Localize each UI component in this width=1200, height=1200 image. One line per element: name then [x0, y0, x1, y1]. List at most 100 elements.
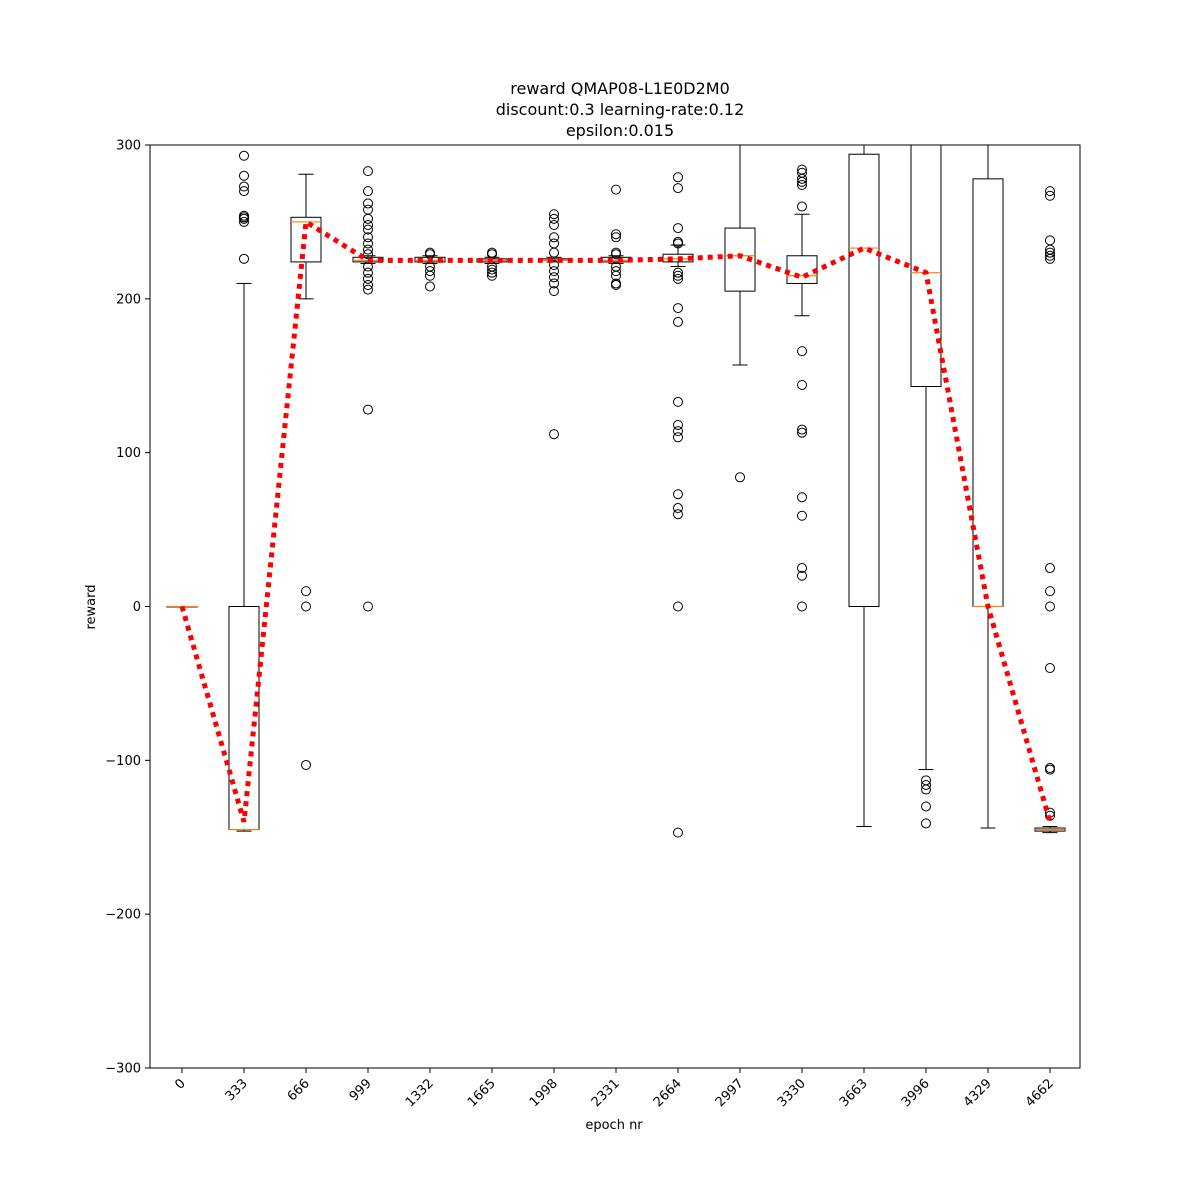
x-tick-label: 4662	[1023, 1076, 1057, 1110]
title-line-1: reward QMAP08-L1E0D2M0	[510, 79, 730, 98]
title-line-3: epsilon:0.015	[566, 121, 674, 140]
box-body	[600, 256, 632, 263]
outlier-point	[673, 489, 683, 500]
outlier-point	[673, 183, 683, 194]
outlier-point	[1045, 601, 1055, 612]
outlier-point	[921, 779, 931, 790]
x-tick-label: 666	[285, 1076, 313, 1104]
outlier-point	[611, 279, 621, 290]
box-series	[166, 144, 1066, 838]
outlier-point	[239, 216, 249, 227]
box-body	[724, 227, 756, 292]
outlier-point	[797, 492, 807, 503]
y-tick-label: 200	[116, 292, 141, 307]
box-body	[290, 216, 322, 263]
outlier-point	[673, 601, 683, 612]
outlier-point	[487, 267, 497, 278]
outlier-point	[1045, 190, 1055, 201]
box-999	[352, 166, 384, 612]
y-tick-label: 0	[133, 600, 141, 615]
outlier-point	[1045, 563, 1055, 574]
outlier-point	[921, 784, 931, 795]
outlier-point	[921, 801, 931, 812]
outlier-point	[239, 170, 249, 181]
outlier-point	[673, 238, 683, 249]
outlier-point	[549, 272, 559, 283]
outlier-point	[363, 198, 373, 209]
outlier-point	[363, 601, 373, 612]
chart-title: reward QMAP08-L1E0D2M0 discount:0.3 lear…	[496, 79, 745, 140]
y-tick-label: −100	[105, 754, 141, 769]
outlier-point	[425, 266, 435, 277]
x-tick-label: 0	[172, 1076, 188, 1092]
outlier-point	[363, 204, 373, 215]
box-666	[290, 173, 322, 770]
outlier-point	[549, 259, 559, 270]
outlier-point	[673, 223, 683, 234]
outlier-point	[301, 601, 311, 612]
outlier-point	[301, 586, 311, 597]
box-1998	[538, 209, 570, 440]
outlier-point	[239, 210, 249, 221]
box-1665	[476, 247, 508, 281]
y-tick-label: 100	[116, 446, 141, 461]
x-axis-label: epoch nr	[585, 1118, 643, 1133]
outlier-point	[363, 238, 373, 249]
x-axis: 0 333 666 999 1332 1665 1998 2331 2664 2997 3330 36…	[172, 1068, 1057, 1110]
mean-line	[179, 217, 1053, 823]
outlier-point	[797, 427, 807, 438]
outlier-point	[363, 232, 373, 243]
outlier-point	[239, 253, 249, 264]
outlier-point	[797, 510, 807, 521]
box-4662	[1034, 186, 1066, 834]
outlier-point	[363, 213, 373, 224]
box-body	[848, 153, 880, 607]
outlier-point	[487, 264, 497, 275]
outlier-point	[549, 266, 559, 277]
outlier-point	[549, 286, 559, 297]
outlier-point	[1045, 235, 1055, 246]
outlier-point	[673, 419, 683, 430]
box-body	[662, 253, 694, 263]
x-tick-label: 999	[347, 1076, 375, 1104]
outlier-point	[1045, 247, 1055, 258]
y-axis-label: reward	[84, 584, 99, 629]
outlier-point	[1045, 253, 1055, 264]
outlier-point	[363, 219, 373, 230]
outlier-point	[921, 818, 931, 829]
box-3996	[910, 144, 942, 829]
outlier-point	[797, 424, 807, 435]
outlier-point	[363, 279, 373, 290]
outlier-point	[611, 184, 621, 195]
x-tick-label: 2997	[713, 1076, 747, 1110]
box-body	[972, 178, 1004, 608]
outlier-point	[363, 244, 373, 255]
outlier-point	[611, 249, 621, 260]
outlier-point	[673, 316, 683, 327]
outlier-point	[363, 224, 373, 235]
x-tick-label: 3996	[899, 1076, 933, 1110]
outlier-point	[797, 346, 807, 357]
outlier-point	[673, 172, 683, 183]
outlier-point	[611, 232, 621, 243]
y-tick-label: 300	[116, 139, 141, 154]
outlier-point	[549, 213, 559, 224]
outlier-point	[301, 759, 311, 770]
outlier-point	[363, 166, 373, 177]
outlier-point	[363, 186, 373, 197]
outlier-point	[797, 179, 807, 190]
outlier-point	[1045, 663, 1055, 674]
outlier-point	[673, 270, 683, 281]
outlier-point	[487, 270, 497, 281]
outlier-point	[239, 150, 249, 161]
outlier-point	[673, 509, 683, 520]
box-2331	[600, 184, 632, 290]
outlier-point	[1045, 810, 1055, 821]
box-333	[228, 150, 260, 832]
y-axis: −300 −200 −100 0 100 200 300	[105, 139, 150, 1077]
outlier-point	[549, 429, 559, 440]
outlier-point	[1045, 186, 1055, 197]
outlier-point	[797, 563, 807, 574]
x-tick-label: 333	[223, 1076, 251, 1104]
outlier-point	[735, 472, 745, 483]
